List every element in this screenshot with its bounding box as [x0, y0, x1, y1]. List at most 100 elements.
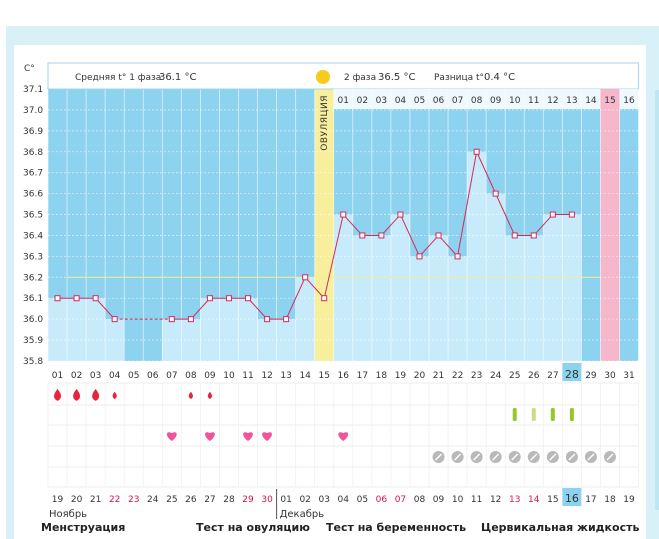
mucus-icon — [531, 408, 536, 421]
temperature-point — [530, 232, 537, 239]
y-tick-label: 36.9 — [23, 127, 43, 137]
phase2-day-label: 14 — [585, 96, 597, 106]
phase2-day-label: 10 — [509, 96, 521, 106]
temperature-bar — [448, 256, 468, 361]
legend-menstruation[interactable]: Менструация — [41, 521, 126, 534]
cycle-day-label: 31 — [623, 371, 634, 381]
phase2-day-label: 01 — [338, 96, 349, 106]
temperature-point — [359, 232, 366, 239]
temperature-point — [416, 253, 423, 260]
symbol-rows — [47, 382, 639, 488]
y-tick-label: 36.1 — [23, 294, 43, 304]
date-label: 26 — [185, 495, 197, 505]
drop-icon — [112, 391, 117, 399]
cycle-day-label: 07 — [166, 371, 177, 381]
temperature-point — [225, 295, 232, 302]
unit-label: C° — [24, 64, 35, 74]
legend-pregnancy-test[interactable]: Тест на беременность — [326, 521, 467, 534]
temperature-segment — [457, 151, 478, 257]
drop-icon — [188, 391, 193, 399]
temperature-segment — [533, 214, 554, 236]
cycle-day-label: 12 — [261, 371, 272, 381]
temperature-point — [73, 295, 80, 302]
date-label: 01 — [280, 495, 291, 505]
phase2-day-label: 04 — [395, 96, 407, 106]
test-icon-mark — [587, 453, 595, 461]
date-label: 28 — [223, 495, 235, 505]
phase2-day-label: 07 — [452, 96, 463, 106]
temperature-bar — [48, 298, 68, 361]
date-label: 21 — [90, 495, 101, 505]
date-label: 06 — [376, 495, 388, 505]
cycle-day-label: 09 — [204, 371, 216, 381]
phase2-day-label: 13 — [566, 96, 577, 106]
test-icon-mark — [454, 453, 462, 461]
temperature-segment — [476, 151, 497, 194]
temperature-point — [473, 148, 480, 155]
phase2-day-cell — [390, 89, 410, 109]
cycle-day-label: 18 — [376, 371, 388, 381]
temperature-bar — [352, 235, 372, 361]
temperature-segment — [399, 214, 420, 257]
date-label: 18 — [604, 495, 616, 505]
y-tick-label: 35.9 — [23, 336, 43, 346]
test-icon-mark — [435, 453, 443, 461]
temperature-bar — [238, 298, 258, 361]
temperature-point — [92, 295, 99, 302]
date-label: 03 — [318, 495, 329, 505]
phase2-day-cell — [467, 89, 487, 109]
test-icon-mark — [511, 453, 519, 461]
cycle-day-label: 08 — [185, 371, 197, 381]
heart-icon — [338, 432, 349, 441]
temperature-segment — [323, 214, 344, 299]
month-label-december: Декабрь — [280, 509, 325, 519]
y-tick-label: 36.8 — [23, 148, 43, 158]
date-label: 15 — [547, 495, 558, 505]
legend-ovulation-test[interactable]: Тест на овуляцию — [196, 521, 310, 534]
date-label: 19 — [52, 495, 64, 505]
temperature-segment — [95, 297, 116, 320]
legend-cervical-fluid[interactable]: Цервикальная жидкость — [481, 521, 640, 534]
cycle-day-label: 25 — [509, 371, 520, 381]
temperature-line — [54, 148, 575, 323]
temperature-bar — [276, 319, 296, 361]
cycle-day-label: 02 — [71, 371, 82, 381]
phase1-value: 36.1 °C — [159, 72, 196, 83]
heart-icon — [205, 432, 215, 441]
date-label: 20 — [71, 495, 83, 505]
temperature-point — [454, 253, 461, 260]
diff-value: 0.4 °C — [484, 72, 515, 83]
cycle-day-label: 28 — [565, 368, 579, 381]
phase2-day-cell — [448, 89, 468, 109]
phase2-day-cell — [352, 89, 372, 109]
test-icon-mark — [568, 453, 576, 461]
mucus-icon — [550, 408, 555, 421]
cycle-day-label: 24 — [490, 371, 502, 381]
y-tick-label: 36.7 — [23, 169, 43, 179]
temperature-point — [187, 316, 194, 323]
cycle-day-row: 01 02 03 04 05 06 07 08 09 10 11 12 13 14 15 16 17 18 19 20… — [52, 363, 635, 381]
y-tick-label: 35.8 — [23, 357, 43, 367]
diff-label: Разница t° — [434, 73, 484, 83]
temperature-segment — [495, 193, 516, 236]
scrollbar[interactable] — [655, 90, 659, 510]
date-label: 22 — [109, 495, 120, 505]
phase2-day-label: 09 — [490, 96, 502, 106]
temperature-point — [283, 316, 290, 323]
date-row: 19 20 21 22 23 24 25 26 27 28 29 30 01 02 03 04 05 06 07 08… — [49, 488, 635, 519]
ovulation-label: ОВУЛЯЦИЯ — [320, 95, 330, 151]
phase2-day-cell — [486, 89, 506, 109]
test-icon-mark — [530, 453, 538, 461]
cycle-day-label: 19 — [395, 371, 407, 381]
cycle-day-label: 15 — [318, 371, 329, 381]
date-label: 14 — [528, 495, 540, 505]
temperature-bar — [181, 319, 201, 361]
y-tick-label: 36.3 — [23, 252, 43, 262]
phase2-day-cell — [581, 89, 601, 109]
temperature-point — [245, 295, 252, 302]
phase2-day-label: 03 — [376, 96, 387, 106]
y-tick-label: 36.6 — [23, 190, 43, 200]
cycle-day-label: 16 — [338, 371, 350, 381]
